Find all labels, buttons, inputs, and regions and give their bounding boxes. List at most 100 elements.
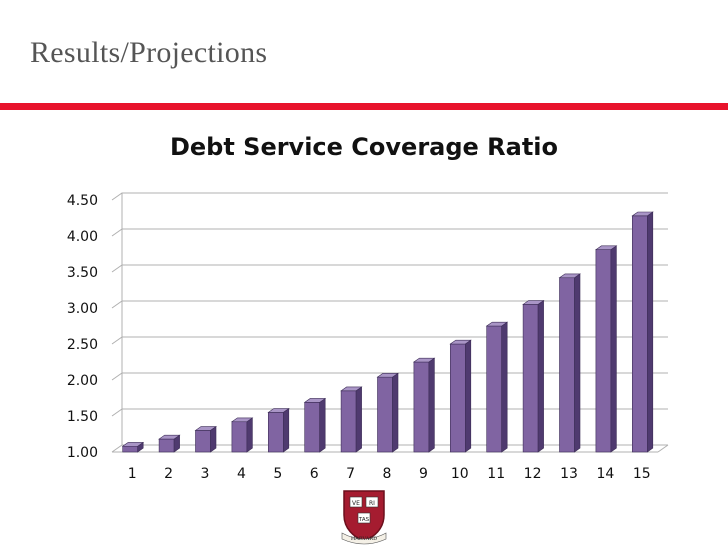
x-tick-label: 11: [487, 466, 505, 482]
bar: [558, 273, 581, 453]
bar-top: [267, 408, 290, 413]
x-tick-label: 9: [419, 466, 428, 482]
x-tick-label: 7: [346, 466, 355, 482]
bar-front: [486, 325, 503, 453]
bar-top: [303, 398, 327, 403]
gridline: [111, 336, 668, 345]
x-tick-label: 4: [237, 466, 246, 482]
bar-front: [158, 438, 175, 453]
bar: [631, 211, 654, 453]
bar-front: [122, 445, 138, 453]
x-tick-label: 1: [128, 466, 137, 482]
bar-side: [246, 417, 253, 453]
motto-ri: RI: [369, 500, 375, 507]
bar-side: [392, 372, 399, 453]
bar: [158, 434, 181, 453]
bar: [522, 299, 545, 453]
y-tick-label: 3.00: [67, 301, 98, 317]
y-tick-label: 2.00: [67, 373, 98, 389]
bar-side: [210, 425, 217, 453]
bar-front: [340, 390, 357, 453]
bar: [194, 425, 217, 453]
bar-top: [558, 273, 581, 279]
bar-side: [282, 407, 290, 453]
bar-front: [413, 361, 430, 453]
gridline: [111, 228, 668, 237]
chart-title: Debt Service Coverage Ratio: [169, 133, 559, 161]
bar: [340, 386, 363, 453]
bar-top: [121, 442, 145, 447]
x-tick-label: 8: [383, 466, 392, 482]
bar-front: [377, 376, 393, 453]
bar-front: [304, 402, 321, 453]
x-tick-label: 13: [560, 466, 578, 482]
bar-side: [464, 339, 472, 453]
motto-tas: TAS: [358, 517, 370, 523]
bar-side: [355, 386, 362, 453]
y-tick-label: 1.50: [67, 409, 98, 425]
bar-side: [574, 273, 581, 453]
x-tick-label: 2: [164, 466, 173, 482]
bar-front: [231, 421, 248, 453]
bars: [121, 211, 654, 453]
y-tick-label: 4.00: [67, 229, 98, 245]
bar: [303, 397, 327, 453]
bar: [121, 441, 145, 453]
y-tick-label: 3.50: [67, 265, 98, 281]
bar-top: [340, 386, 363, 392]
bar-front: [195, 430, 211, 453]
gridline: [111, 192, 668, 201]
bar-side: [428, 357, 435, 453]
slide-title: Results/Projections: [30, 36, 268, 69]
bar: [449, 339, 472, 453]
bar-top: [412, 357, 436, 363]
x-tick-label: 14: [596, 466, 614, 482]
bar-top: [522, 300, 545, 305]
bar: [376, 372, 399, 453]
x-tick-label: 12: [524, 466, 542, 482]
x-axis-ticks: 1 2 3 4 5 6 7 8 9 10 11 12 13 14 15: [128, 466, 651, 482]
bar-top: [158, 434, 181, 440]
motto-ve: VE: [352, 500, 360, 507]
bar: [267, 407, 290, 453]
logo-ribbon-text: HARVARD: [351, 536, 377, 542]
bar-front: [559, 277, 575, 453]
gridline: [111, 264, 668, 273]
y-tick-label: 2.50: [67, 337, 98, 353]
x-tick-label: 15: [633, 466, 651, 482]
bar-top: [631, 211, 654, 217]
bar-side: [501, 321, 508, 453]
bar-top: [376, 372, 399, 378]
bar-side: [610, 245, 617, 453]
bar: [594, 245, 618, 453]
bar-top: [485, 321, 509, 327]
title-rule: [0, 103, 728, 110]
x-tick-label: 5: [273, 466, 282, 482]
y-tick-label: 1.00: [67, 445, 98, 461]
bar-front: [449, 343, 466, 453]
gridline: [111, 408, 668, 417]
gridline: [111, 300, 668, 309]
bar-top: [194, 426, 217, 431]
bar-side: [537, 299, 544, 453]
y-tick-label: 4.50: [67, 193, 98, 209]
bar-front: [522, 304, 539, 453]
bar-front: [631, 215, 648, 453]
y-axis-ticks: 1.00 1.50 2.00 2.50 3.00 3.50 4.00 4.50: [67, 193, 98, 461]
x-tick-label: 6: [310, 466, 319, 482]
bar-top: [449, 339, 472, 345]
bar-front: [595, 249, 612, 453]
gridline: [111, 372, 668, 381]
bar-side: [319, 397, 326, 453]
bar-front: [267, 412, 284, 453]
back-wall-edge: [111, 193, 123, 453]
floor-right-edge: [657, 444, 669, 453]
x-tick-label: 3: [201, 466, 210, 482]
x-tick-label: 10: [451, 466, 469, 482]
bar: [230, 417, 254, 453]
bar: [412, 357, 436, 453]
bar: [485, 321, 509, 453]
bar-top: [230, 417, 254, 423]
bar-side: [646, 211, 654, 453]
